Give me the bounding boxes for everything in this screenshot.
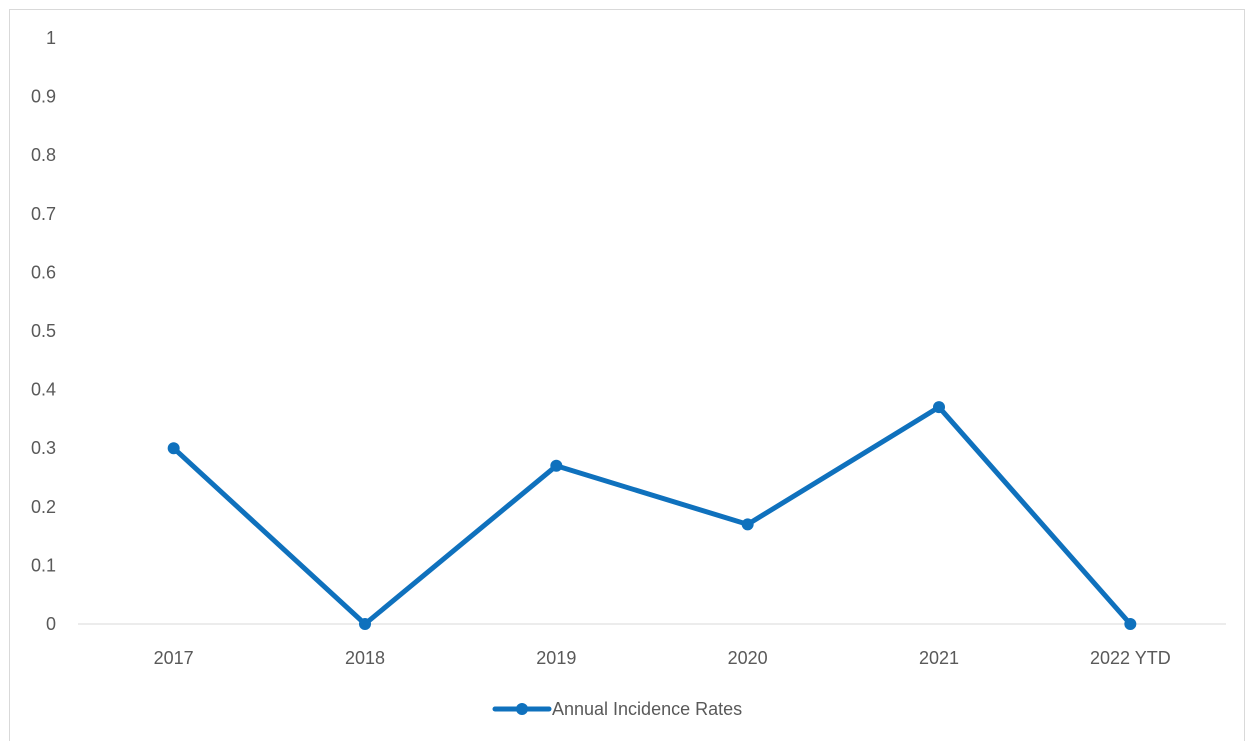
legend: Annual Incidence Rates [492, 699, 742, 719]
x-tick-label: 2017 [154, 648, 194, 668]
y-tick-label: 0.3 [31, 438, 56, 458]
series-lines [171, 404, 1133, 627]
y-tick-label: 0.8 [31, 145, 56, 165]
series-points [167, 401, 1137, 630]
y-tick-label: 0.2 [31, 497, 56, 517]
data-point [167, 442, 180, 455]
y-tick-label: 0.7 [31, 204, 56, 224]
y-axis-tick-labels: 0 0.1 0.2 0.3 0.4 0.5 0.6 0.7 0.8 0.9 1 [31, 28, 56, 634]
data-point [1124, 618, 1137, 630]
x-axis-tick-labels: 2017 2018 2019 2020 2021 2022 YTD [154, 648, 1171, 668]
data-point [550, 459, 563, 472]
x-tick-label: 2022 YTD [1090, 648, 1171, 668]
data-point [359, 618, 371, 630]
x-tick-label: 2021 [919, 648, 959, 668]
legend-label: Annual Incidence Rates [552, 699, 742, 719]
x-tick-label: 2018 [345, 648, 385, 668]
data-point [741, 518, 754, 531]
x-tick-label: 2020 [728, 648, 768, 668]
chart-area [9, 9, 1245, 741]
y-tick-label: 0.5 [31, 321, 56, 341]
legend-marker-swatch [516, 703, 528, 715]
y-tick-label: 1 [46, 28, 56, 48]
y-tick-label: 0.4 [31, 380, 56, 400]
data-point [933, 401, 945, 414]
series-line [171, 404, 1133, 627]
y-tick-label: 0.6 [31, 262, 56, 282]
y-tick-label: 0.1 [31, 555, 56, 575]
x-tick-label: 2019 [536, 648, 576, 668]
y-tick-label: 0 [46, 614, 56, 634]
y-tick-label: 0.9 [31, 87, 56, 107]
